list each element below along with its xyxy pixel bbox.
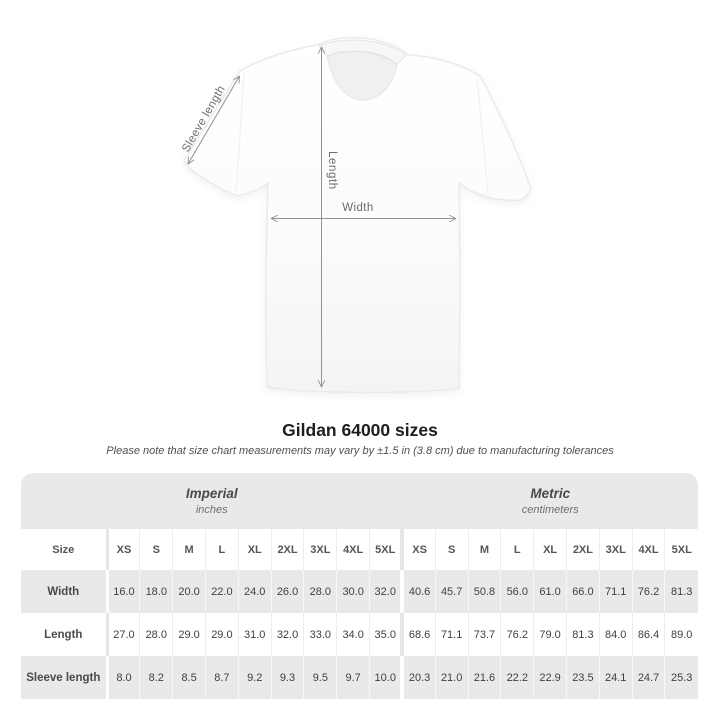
row-label: Sleeve length [21,656,108,699]
measurement-cell: 45.7 [434,570,469,613]
size-column-header: L [500,529,534,570]
measurement-cell: 9.7 [336,656,370,699]
size-column-header: XS [105,529,140,570]
measurement-cell: 8.5 [172,656,206,699]
section-header-imperial: Imperial inches [21,473,403,529]
section-unit: centimeters [521,504,579,516]
sleeve-length-arrow [187,75,240,165]
measurement-cell: 76.2 [500,613,534,656]
measurement-cell: 27.0 [105,613,140,656]
size-column-header: M [467,529,501,570]
page-title: Gildan 64000 sizes [282,420,438,440]
measurement-cell: 84.0 [598,613,633,656]
measurement-cell: 81.3 [664,570,698,613]
measurement-cell: 9.2 [237,656,272,699]
measurement-cell: 26.0 [270,570,304,613]
measurement-cell: 89.0 [664,613,698,656]
size-row-label: Size [52,543,75,556]
measurement-cell: 10.0 [369,656,403,699]
measurement-cell: 29.0 [205,613,239,656]
measurement-cell: 86.4 [631,613,665,656]
measurement-cell: 21.0 [434,656,469,699]
measurement-cell: 71.1 [598,570,633,613]
measurement-cell: 20.3 [400,656,436,699]
measurement-cell: 21.6 [467,656,501,699]
size-column-header: 3XL [303,529,337,570]
measurement-cell: 30.0 [336,570,370,613]
measurement-cell: 22.2 [500,656,534,699]
size-column-header: XS [400,529,436,570]
size-column-header: 4XL [631,529,665,570]
size-column-header: 5XL [369,529,403,570]
measurement-cell: 8.7 [205,656,239,699]
size-column-header: 4XL [336,529,370,570]
section-label: Metric [530,486,571,501]
measurement-cell: 22.0 [205,570,239,613]
row-label: Length [21,613,108,656]
size-table-container: Imperial inches Metric centimeters Size XS S M L… [21,473,698,699]
measurement-cell: 24.1 [598,656,633,699]
measurement-cell: 28.0 [303,570,337,613]
measurement-cell: 24.7 [631,656,665,699]
measurement-cell: 81.3 [566,613,600,656]
size-column-header: 2XL [566,529,600,570]
measurement-cell: 18.0 [139,570,173,613]
measurement-cell: 50.8 [467,570,501,613]
measurement-cell: 22.9 [533,656,567,699]
measurement-cell: 79.0 [533,613,567,656]
measurement-cell: 9.5 [303,656,337,699]
section-label: Imperial [185,486,238,501]
tshirt-shape [183,36,532,394]
measurement-cell: 56.0 [500,570,534,613]
measurement-cell: 33.0 [303,613,337,656]
measurement-row: Sleeve length 8.0 8.2 8.5 8.7 9.2 9.3 9.5 9.7 10.… [21,656,698,699]
measurement-cell: 29.0 [172,613,206,656]
measurement-cell: 32.0 [369,570,403,613]
size-table: Imperial inches Metric centimeters Size XS S M L… [21,473,698,699]
measurement-cell: 28.0 [139,613,173,656]
row-label: Width [21,570,108,613]
measurement-cell: 16.0 [105,570,140,613]
measurement-cell: 71.1 [434,613,469,656]
tshirt-illustration [183,36,532,394]
size-column-header: L [205,529,239,570]
measurement-cell: 24.0 [237,570,272,613]
tolerance-note: Please note that size chart measurements… [106,445,614,457]
measurement-cell: 31.0 [237,613,272,656]
measurement-row: Width 16.0 18.0 20.0 22.0 24.0 26.0 28.0 30.0 32.… [21,570,698,613]
shirt-measurement-diagram: Sleeve length Length Width [180,36,532,394]
width-label: Width [342,202,374,214]
size-column-header: XL [237,529,272,570]
size-column-header: S [434,529,469,570]
measurement-cell: 68.6 [400,613,436,656]
neck-opening [326,51,398,101]
measurement-cell: 34.0 [336,613,370,656]
measurement-cell: 76.2 [631,570,665,613]
measurement-cell: 8.2 [139,656,173,699]
section-unit: inches [195,504,228,516]
size-column-header: M [172,529,206,570]
measurement-cell: 66.0 [566,570,600,613]
measurement-cell: 9.3 [270,656,304,699]
measurement-cell: 23.5 [566,656,600,699]
size-column-header: 5XL [664,529,698,570]
measurement-cell: 8.0 [105,656,140,699]
size-column-header: 2XL [270,529,304,570]
section-header-metric: Metric centimeters [402,473,698,529]
size-column-header: XL [533,529,567,570]
measurement-cell: 40.6 [400,570,436,613]
size-column-header: S [139,529,173,570]
measurement-cell: 20.0 [172,570,206,613]
measurement-cell: 32.0 [270,613,304,656]
measurement-cell: 61.0 [533,570,567,613]
measurement-row: Length 27.0 28.0 29.0 29.0 31.0 32.0 33.0 34.0 35… [21,613,698,656]
measurement-cell: 73.7 [467,613,501,656]
size-column-header: 3XL [598,529,633,570]
measurement-cell: 25.3 [664,656,698,699]
measurement-cell: 35.0 [369,613,403,656]
length-label: Length [326,151,338,190]
